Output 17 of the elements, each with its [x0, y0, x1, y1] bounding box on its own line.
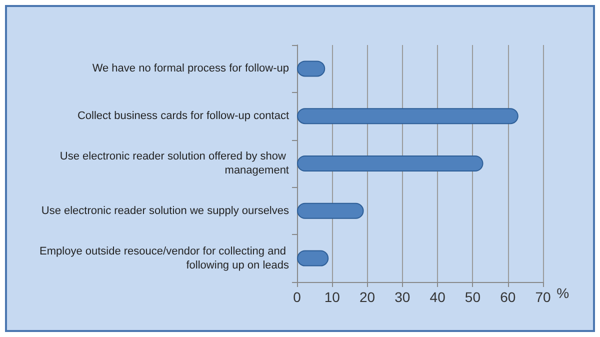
x-tick-label: 60 — [500, 289, 516, 305]
y-tick-label: Employe outside resouce/vendor for collecting and following up on leads — [40, 245, 290, 272]
bar — [297, 156, 484, 172]
bar — [297, 108, 518, 124]
x-axis-title: % — [556, 285, 570, 301]
x-tick-label: 20 — [359, 289, 376, 305]
x-tick-label: 40 — [430, 289, 446, 305]
x-tick-label: 10 — [324, 289, 340, 305]
x-tick-label: 50 — [464, 289, 481, 305]
y-tick-label: Use electronic reader solution we supply ourselves — [41, 204, 290, 217]
bar — [297, 202, 364, 219]
y-tick-label: Collect business cards for follow-up contact — [77, 110, 289, 122]
x-tick-label: 70 — [535, 289, 551, 305]
y-tick-label: Use electronic reader solution offered by show management — [60, 150, 289, 176]
x-tick-label: 0 — [293, 289, 302, 305]
y-tick-label: We have no formal process for follow-up — [92, 62, 289, 75]
x-tick-label: 30 — [394, 289, 410, 305]
